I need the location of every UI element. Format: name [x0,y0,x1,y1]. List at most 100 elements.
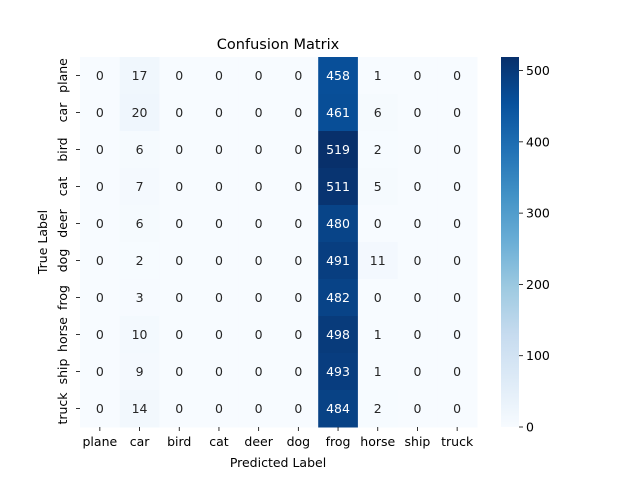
cell-value-label: 7 [136,179,144,194]
heatmap-cell [397,316,438,354]
cell-value-label: 0 [453,142,461,157]
cell-value-label: 0 [175,68,183,83]
heatmap-cell [119,57,160,95]
heatmap-cell [357,390,399,428]
heatmap-cell [437,131,478,169]
cell-value-label: 0 [255,327,263,342]
heatmap-cell [437,279,478,317]
cell-value-label: 0 [96,327,104,342]
heatmap-cell [159,131,200,169]
cell-value-label: 0 [215,401,223,416]
cell-value-label: 0 [175,290,183,305]
cell-value-label: 1 [374,327,382,342]
heatmap-cell [278,242,319,280]
cell-value-label: 0 [294,105,302,120]
heatmap-cell [397,353,438,391]
cell-value-label: 20 [132,105,148,120]
heatmap-cell [238,353,279,391]
cell-value-label: 2 [374,142,382,157]
heatmap-cell [119,168,160,206]
cell-value-label: 0 [413,142,421,157]
heatmap-cell [278,390,319,428]
heatmap-cell [357,205,399,243]
heatmap-cell [119,353,160,391]
cell-value-label: 0 [215,216,223,231]
heatmap-cell [437,57,478,95]
colorbar-gradient [501,57,519,427]
heatmap-cell [437,390,478,428]
heatmap-cell [437,205,478,243]
heatmap-cell [397,390,438,428]
y-axis: plane car bird cat deer dog frog horse ship truck [55,58,80,425]
cell-value-label: 0 [294,68,302,83]
cell-value-label: 0 [215,179,223,194]
cell-value-label: 0 [215,327,223,342]
heatmap-cell [238,131,279,169]
cell-annotations: 0 17 0 0 0 0 458 1 0 00 20 0 0 0 0 461 6 0 00 6 0 0 0 0 519 2 0 00 7… [96,68,461,416]
cell-value-label: 0 [294,290,302,305]
cell-value-label: 0 [453,179,461,194]
cell-value-label: 14 [132,401,148,416]
cell-value-label: 0 [175,179,183,194]
heatmap-cell [397,57,438,95]
cell-value-label: 0 [413,253,421,268]
x-tick-label: plane [83,434,118,449]
cell-value-label: 0 [413,105,421,120]
cell-value-label: 2 [374,401,382,416]
cell-value-label: 0 [96,179,104,194]
heatmap-cell [278,94,319,132]
y-tick-label: deer [55,208,70,237]
heatmap-cell [80,242,121,280]
heatmap-cell [318,353,359,391]
cell-value-label: 17 [132,68,148,83]
heatmap-cell [397,131,438,169]
cell-value-label: 6 [136,142,144,157]
heatmap-cell [318,57,359,95]
cell-value-label: 0 [255,105,263,120]
heatmap-cell [318,390,359,428]
cell-value-label: 480 [326,216,350,231]
cell-value-label: 0 [255,179,263,194]
cell-value-label: 0 [255,364,263,379]
heatmap-cell [80,57,121,95]
cell-value-label: 0 [294,142,302,157]
heatmap-cell [278,316,319,354]
heatmap-cell [357,168,399,206]
heatmap-cell [437,94,478,132]
heatmap-cell [199,279,240,317]
heatmap-cell [159,353,200,391]
heatmap-cell [80,94,121,132]
heatmap-cell [159,316,200,354]
heatmap-cell [357,57,399,95]
y-axis-label: True Label [35,210,50,275]
heatmap-cell [199,131,240,169]
cell-value-label: 6 [136,216,144,231]
x-tick-label: car [130,434,151,449]
x-axis-label: Predicted Label [230,455,326,470]
heatmap-cell [238,57,279,95]
heatmap-cell [437,353,478,391]
heatmap-cell [199,242,240,280]
y-tick-label: frog [55,285,70,310]
cell-value-label: 0 [175,142,183,157]
y-tick-label: ship [55,359,70,385]
heatmap-cell [119,94,160,132]
cell-value-label: 0 [294,327,302,342]
y-tick-label: cat [55,177,70,197]
cell-value-label: 0 [96,401,104,416]
heatmap-cell [278,57,319,95]
heatmap-cell [80,168,121,206]
heatmap-cell [318,205,359,243]
heatmap-cell [238,94,279,132]
cell-value-label: 0 [294,401,302,416]
heatmap-cell [80,390,121,428]
cell-value-label: 0 [215,142,223,157]
heatmap-cell [80,316,121,354]
heatmap-cell [278,279,319,317]
cell-value-label: 461 [326,105,350,120]
cell-value-label: 0 [255,142,263,157]
heatmap-cell [238,279,279,317]
cell-value-label: 1 [374,68,382,83]
cell-value-label: 0 [215,68,223,83]
heatmap-cell [318,131,359,169]
